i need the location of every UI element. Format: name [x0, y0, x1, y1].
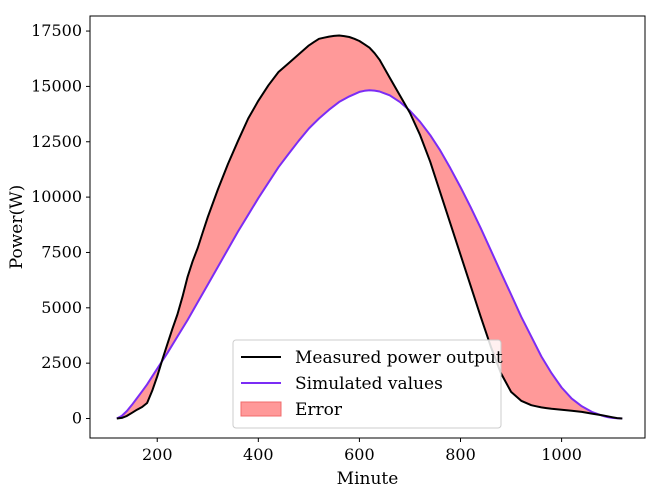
y-tick-label: 5000	[41, 298, 82, 317]
y-tick-label: 2500	[41, 353, 82, 372]
y-tick-label: 12500	[31, 132, 82, 151]
y-tick-label: 17500	[31, 21, 82, 40]
x-tick-label: 400	[243, 445, 274, 464]
x-tick-label: 600	[344, 445, 375, 464]
axes-frame	[89, 15, 646, 439]
y-tick-label: 15000	[31, 76, 82, 95]
legend-box	[232, 339, 502, 429]
x-tick-label: 1000	[541, 445, 582, 464]
legend: Measured power output Simulated values E…	[232, 339, 503, 429]
series-line-simulated	[116, 89, 623, 420]
y-axis-label: Power(W)	[7, 185, 27, 269]
axis-ticks: 200 400 600 800 1000025005000750010000125001…	[31, 21, 582, 464]
legend-label-error: Error	[295, 400, 343, 420]
y-tick-label: 7500	[41, 242, 82, 261]
series-line-measured	[116, 34, 623, 420]
y-tick-label: 10000	[31, 187, 82, 206]
y-tick-label: 0	[72, 409, 82, 428]
x-axis-label: Minute	[337, 469, 399, 489]
legend-label-simulated: Simulated values	[295, 374, 443, 394]
x-tick-label: 800	[445, 445, 476, 464]
legend-swatch-error	[240, 401, 282, 417]
plot-area	[116, 34, 623, 420]
legend-label-measured: Measured power output	[295, 348, 503, 368]
x-tick-label: 200	[142, 445, 173, 464]
